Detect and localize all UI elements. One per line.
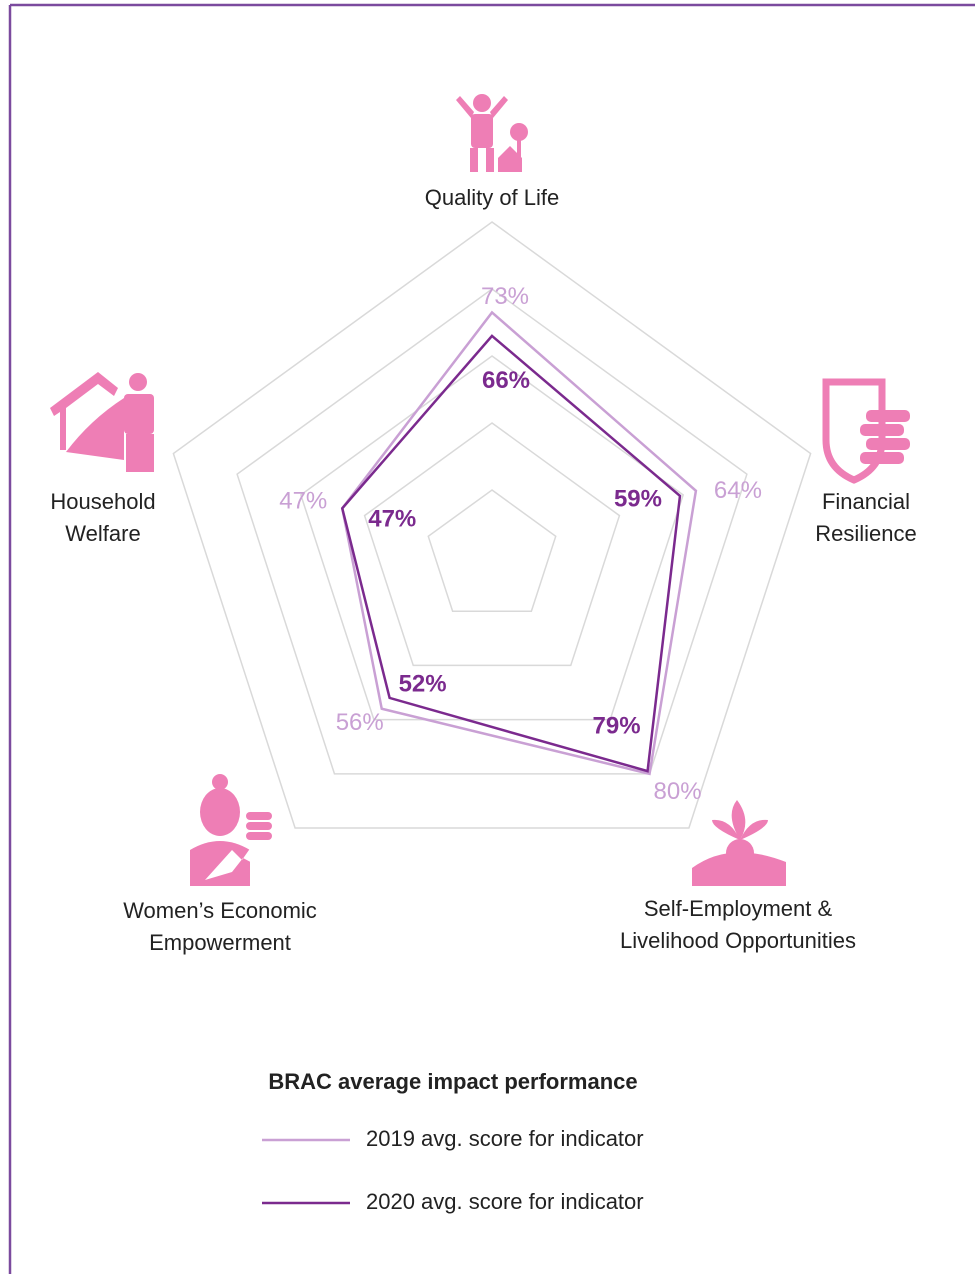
- icon-womens: [190, 774, 272, 886]
- icon-quality: [456, 94, 528, 172]
- value-label: 66%: [482, 367, 530, 394]
- value-label: 79%: [593, 712, 641, 739]
- grid-ring: [172, 221, 812, 829]
- icon-financial: [822, 378, 910, 484]
- category-label: Household Welfare: [50, 489, 156, 546]
- grid-ring: [427, 489, 557, 612]
- legend-label: 2019 avg. score for indicator: [366, 1126, 644, 1151]
- value-label: 52%: [399, 670, 447, 697]
- category-label: Quality of Life: [424, 185, 560, 210]
- value-label: 59%: [614, 485, 662, 512]
- category-label: Self-Employment & Livelihood Opportuniti…: [619, 896, 857, 953]
- series-line: [340, 310, 698, 776]
- category-label: Women’s Economic Empowerment: [123, 898, 317, 955]
- value-label: 73%: [481, 283, 529, 310]
- value-label: 47%: [368, 506, 416, 533]
- value-label: 80%: [654, 778, 702, 805]
- icon-household: [50, 372, 154, 472]
- grid-ring: [363, 422, 621, 667]
- category-label: Financial Resilience: [815, 489, 917, 546]
- value-label: 56%: [336, 709, 384, 736]
- legend-label: 2020 avg. score for indicator: [366, 1189, 644, 1214]
- series-line: [340, 334, 682, 773]
- value-label: 47%: [279, 488, 327, 515]
- grid-ring: [236, 288, 748, 775]
- legend-title: BRAC average impact performance: [268, 1069, 637, 1094]
- icon-self-employment: [692, 800, 786, 886]
- value-label: 64%: [714, 477, 762, 504]
